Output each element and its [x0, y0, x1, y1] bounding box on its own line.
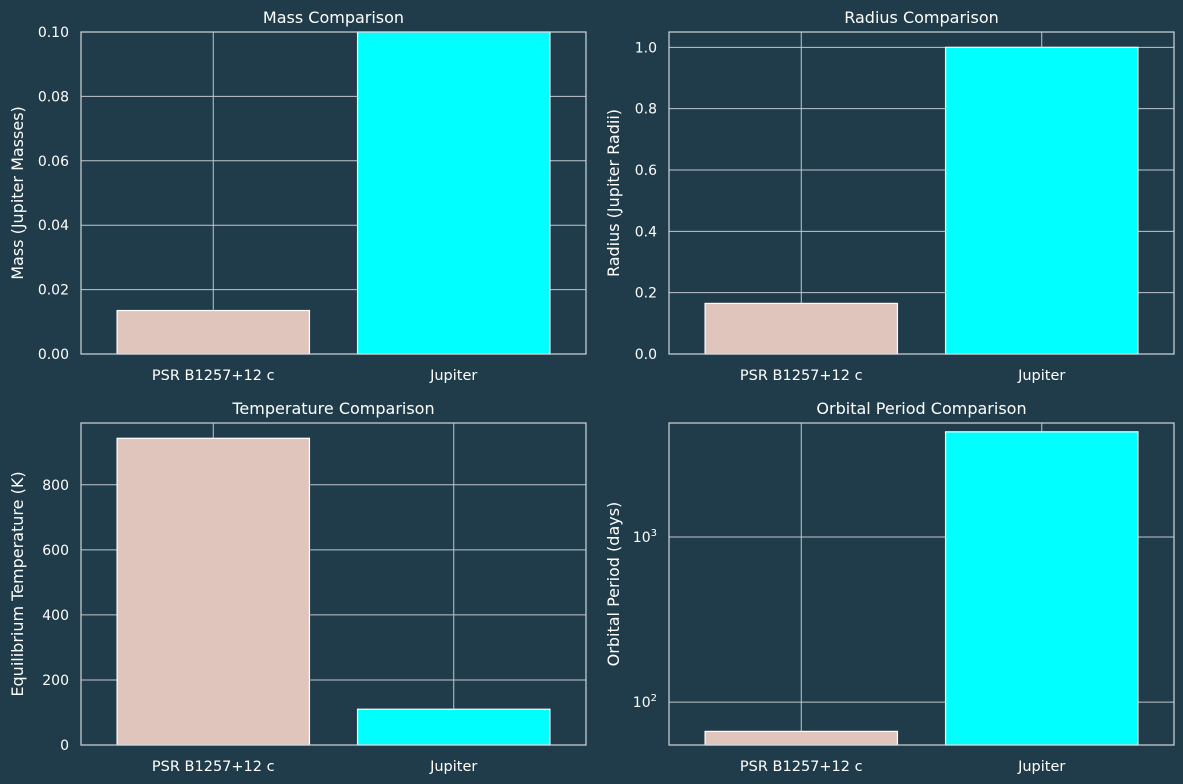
y-tick-label: 0.10 [38, 25, 69, 41]
axes-frame [80, 422, 587, 746]
y-tick-label: 600 [42, 543, 69, 559]
bar-planet [704, 302, 899, 355]
chart-title: Orbital Period Comparison [816, 399, 1026, 418]
x-tick-label: PSR B1257+12 c [152, 759, 275, 775]
bar-jupiter [356, 708, 551, 746]
y-tick-label: 0 [60, 738, 69, 754]
y-tick-label: 0.04 [38, 218, 69, 234]
y-tick-label: 0.08 [38, 89, 69, 105]
chart-panel-4: 102 103 PSR B1257+12 c Jupiter Orbital Perio… [604, 399, 1175, 775]
y-tick-label: 0.6 [635, 163, 657, 179]
x-tick-label: Jupiter [1017, 368, 1065, 384]
x-tick-label: PSR B1257+12 c [152, 368, 275, 384]
axes-frame [80, 31, 587, 355]
bar-jupiter [356, 31, 551, 355]
y-tick-label: 0.0 [635, 347, 657, 363]
y-axis-label: Radius (Jupiter Radii) [604, 109, 623, 277]
x-tick-label: Jupiter [429, 759, 477, 775]
y-tick-label: 0.00 [38, 347, 69, 363]
y-tick-label: 103 [633, 528, 657, 546]
axes-frame [668, 422, 1175, 746]
y-tick-label: 0.02 [38, 283, 69, 299]
chart-panel-3: 0 200 400 600 800 PSR B1257+12 c Jupiter Temper… [8, 399, 587, 775]
chart-panel-2: 0.0 0.2 0.4 0.6 0.8 1.0 PSR B1257+12 c Jupiter R… [604, 8, 1175, 384]
y-axis-label: Orbital Period (days) [604, 502, 623, 667]
y-tick-label: 0.2 [635, 286, 657, 302]
y-tick-label: 0.4 [635, 224, 657, 240]
y-tick-label: 0.06 [38, 154, 69, 170]
bar-planet [704, 730, 899, 746]
chart-panel-1: 0.00 0.02 0.04 0.06 0.08 0.10 PSR B1257+12 c Ju… [8, 8, 587, 384]
y-tick-label: 102 [633, 693, 657, 711]
y-axis-label: Equilibrium Temperature (K) [8, 471, 27, 696]
y-tick-label: 1.0 [635, 40, 657, 56]
chart-title: Temperature Comparison [231, 399, 434, 418]
y-tick-label: 800 [42, 478, 69, 494]
y-tick-label: 200 [42, 673, 69, 689]
y-tick-label: 0.8 [635, 102, 657, 118]
y-axis-label: Mass (Jupiter Masses) [8, 106, 27, 280]
bar-planet [116, 309, 311, 355]
y-tick-label: 400 [42, 608, 69, 624]
bar-planet [116, 437, 311, 746]
bar-jupiter [944, 46, 1139, 355]
x-tick-label: Jupiter [429, 368, 477, 384]
bar-jupiter [944, 431, 1139, 746]
chart-title: Mass Comparison [263, 8, 404, 27]
x-tick-label: PSR B1257+12 c [740, 759, 863, 775]
x-tick-label: PSR B1257+12 c [740, 368, 863, 384]
chart-title: Radius Comparison [844, 8, 999, 27]
x-tick-label: Jupiter [1017, 759, 1065, 775]
axes-frame [668, 31, 1175, 355]
